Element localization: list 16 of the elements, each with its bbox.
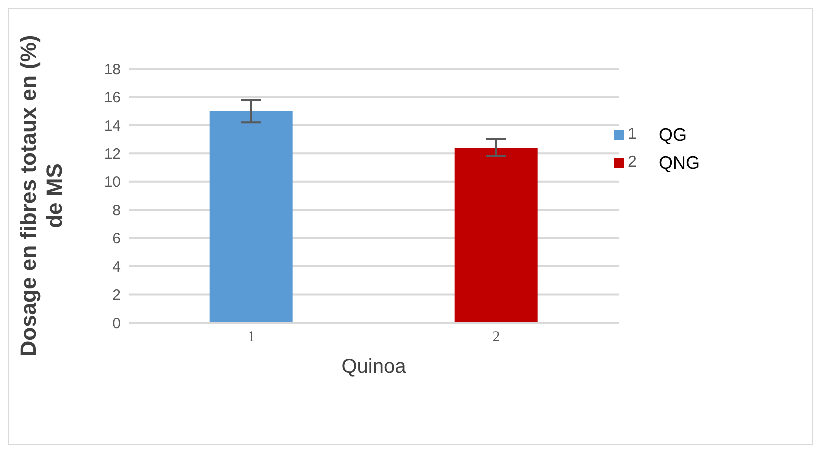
legend-label: 2 (628, 154, 637, 171)
y-axis-title: Dosage en fibres totaux en (%) de MS (16, 35, 67, 357)
y-tick-label: 4 (112, 258, 121, 276)
y-tick-label: 10 (104, 174, 121, 192)
legend-label: 1 (628, 126, 637, 143)
y-tick-label: 18 (104, 61, 121, 78)
y-tick-label: 8 (112, 202, 121, 220)
y-tick-label: 6 (112, 230, 121, 248)
y-tick-label: 14 (104, 118, 121, 135)
y-tick-label: 2 (112, 287, 121, 304)
y-tick-label: 12 (104, 146, 121, 163)
y-tick-label: 16 (104, 90, 121, 107)
text: QNG (659, 152, 700, 175)
y-tick-label: 0 (112, 315, 121, 332)
text: QG (659, 124, 688, 147)
x-axis-title: Quinoa (342, 356, 408, 378)
